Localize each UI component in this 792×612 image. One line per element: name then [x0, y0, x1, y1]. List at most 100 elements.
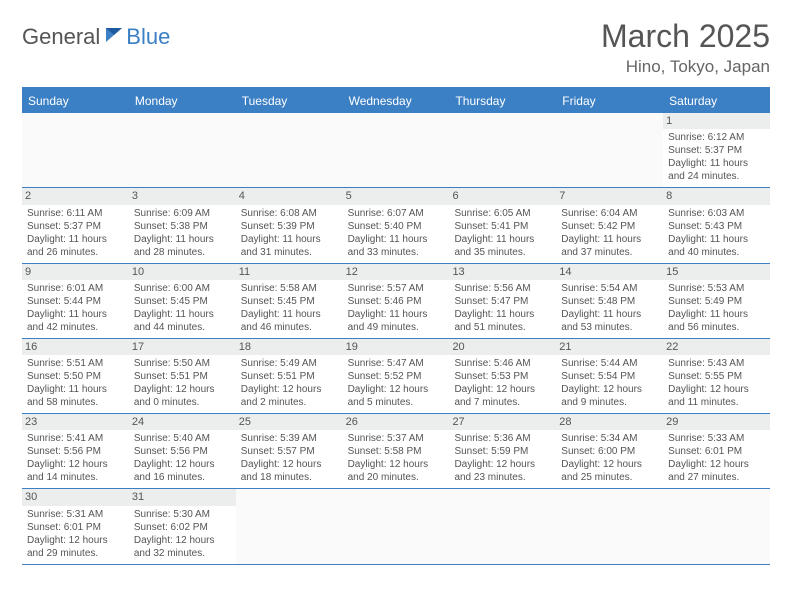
- calendar-row: 30 Sunrise: 5:31 AMSunset: 6:01 PMDayligh…: [22, 489, 770, 564]
- day-info: Sunrise: 5:46 AMSunset: 5:53 PMDaylight:…: [454, 357, 551, 409]
- day-info: Sunrise: 5:39 AMSunset: 5:57 PMDaylight:…: [241, 432, 338, 484]
- calendar-cell: 12Sunrise: 5:57 AMSunset: 5:46 PMDayligh…: [343, 264, 450, 338]
- day-number: 6: [449, 188, 556, 204]
- day-number: 8: [663, 188, 770, 204]
- day-number: 5: [343, 188, 450, 204]
- day-number: 2: [22, 188, 129, 204]
- location-text: Hino, Tokyo, Japan: [601, 57, 770, 77]
- day-number: 24: [129, 414, 236, 430]
- calendar-cell: 20 Sunrise: 5:46 AMSunset: 5:53 PMDayligh…: [449, 339, 556, 413]
- logo-flag-icon: [104, 26, 126, 49]
- day-number: 25: [236, 414, 343, 430]
- calendar-cell: 8 Sunrise: 6:03 AMSunset: 5:43 PMDaylight…: [663, 188, 770, 262]
- day-info: Sunrise: 6:01 AMSunset: 5:44 PMDaylight:…: [27, 282, 124, 334]
- calendar-cell-empty: [129, 113, 236, 187]
- day-number: 17: [129, 339, 236, 355]
- day-info: Sunrise: 5:30 AMSunset: 6:02 PMDaylight:…: [134, 508, 231, 560]
- day-info: Sunrise: 5:50 AMSunset: 5:51 PMDaylight:…: [134, 357, 231, 409]
- day-number: 19: [343, 339, 450, 355]
- calendar-cell: 24 Sunrise: 5:40 AMSunset: 5:56 PMDayligh…: [129, 414, 236, 488]
- logo-text-blue: Blue: [126, 24, 170, 50]
- calendar-cell-empty: [449, 489, 556, 563]
- calendar-cell-empty: [556, 489, 663, 563]
- calendar-cell-empty: [22, 113, 129, 187]
- calendar-cell: 10Sunrise: 6:00 AMSunset: 5:45 PMDayligh…: [129, 264, 236, 338]
- logo-text-general: General: [22, 24, 100, 50]
- calendar-cell: 26Sunrise: 5:37 AMSunset: 5:58 PMDayligh…: [343, 414, 450, 488]
- day-number: 3: [129, 188, 236, 204]
- day-number: 30: [22, 489, 129, 505]
- day-info: Sunrise: 5:44 AMSunset: 5:54 PMDaylight:…: [561, 357, 658, 409]
- day-number: 20: [449, 339, 556, 355]
- calendar-cell: 31Sunrise: 5:30 AMSunset: 6:02 PMDayligh…: [129, 489, 236, 563]
- weekday-header: Saturday: [663, 89, 770, 113]
- day-info: Sunrise: 6:03 AMSunset: 5:43 PMDaylight:…: [668, 207, 765, 259]
- calendar-cell-empty: [236, 489, 343, 563]
- day-number: 12: [343, 264, 450, 280]
- calendar-row: 9 Sunrise: 6:01 AMSunset: 5:44 PMDaylight…: [22, 264, 770, 339]
- day-number: 1: [663, 113, 770, 129]
- calendar-cell: 23Sunrise: 5:41 AMSunset: 5:56 PMDayligh…: [22, 414, 129, 488]
- day-info: Sunrise: 6:11 AMSunset: 5:37 PMDaylight:…: [27, 207, 124, 259]
- calendar-cell: 17 Sunrise: 5:50 AMSunset: 5:51 PMDayligh…: [129, 339, 236, 413]
- page-title: March 2025: [601, 18, 770, 55]
- day-info: Sunrise: 5:34 AMSunset: 6:00 PMDaylight:…: [561, 432, 658, 484]
- day-number: 10: [129, 264, 236, 280]
- calendar-cell-empty: [663, 489, 770, 563]
- day-info: Sunrise: 5:36 AMSunset: 5:59 PMDaylight:…: [454, 432, 551, 484]
- calendar-cell: 28 Sunrise: 5:34 AMSunset: 6:00 PMDayligh…: [556, 414, 663, 488]
- day-info: Sunrise: 5:49 AMSunset: 5:51 PMDaylight:…: [241, 357, 338, 409]
- day-number: 26: [343, 414, 450, 430]
- day-number: 21: [556, 339, 663, 355]
- weekday-header: Friday: [556, 89, 663, 113]
- calendar-cell: 3 Sunrise: 6:09 AMSunset: 5:38 PMDaylight…: [129, 188, 236, 262]
- day-number: 14: [556, 264, 663, 280]
- calendar-cell: 27 Sunrise: 5:36 AMSunset: 5:59 PMDayligh…: [449, 414, 556, 488]
- day-info: Sunrise: 5:31 AMSunset: 6:01 PMDaylight:…: [27, 508, 124, 560]
- calendar-cell: 14Sunrise: 5:54 AMSunset: 5:48 PMDayligh…: [556, 264, 663, 338]
- calendar-cell-empty: [236, 113, 343, 187]
- day-info: Sunrise: 6:05 AMSunset: 5:41 PMDaylight:…: [454, 207, 551, 259]
- day-number: 15: [663, 264, 770, 280]
- calendar-cell: 19 Sunrise: 5:47 AMSunset: 5:52 PMDayligh…: [343, 339, 450, 413]
- calendar-cell: 25 Sunrise: 5:39 AMSunset: 5:57 PMDayligh…: [236, 414, 343, 488]
- calendar-cell: 1Sunrise: 6:12 AMSunset: 5:37 PMDaylight…: [663, 113, 770, 187]
- weekday-header: Thursday: [449, 89, 556, 113]
- calendar-cell: 15 Sunrise: 5:53 AMSunset: 5:49 PMDayligh…: [663, 264, 770, 338]
- day-number: 29: [663, 414, 770, 430]
- day-info: Sunrise: 6:07 AMSunset: 5:40 PMDaylight:…: [348, 207, 445, 259]
- day-info: Sunrise: 6:09 AMSunset: 5:38 PMDaylight:…: [134, 207, 231, 259]
- calendar-cell-empty: [343, 113, 450, 187]
- calendar-cell: 30 Sunrise: 5:31 AMSunset: 6:01 PMDayligh…: [22, 489, 129, 563]
- calendar-cell-empty: [556, 113, 663, 187]
- weekday-header: Tuesday: [236, 89, 343, 113]
- day-number: 18: [236, 339, 343, 355]
- day-info: Sunrise: 5:56 AMSunset: 5:47 PMDaylight:…: [454, 282, 551, 334]
- calendar-cell: 11Sunrise: 5:58 AMSunset: 5:45 PMDayligh…: [236, 264, 343, 338]
- calendar-body: 1Sunrise: 6:12 AMSunset: 5:37 PMDaylight…: [22, 113, 770, 565]
- day-number: 23: [22, 414, 129, 430]
- calendar-cell-empty: [449, 113, 556, 187]
- weekday-header: Wednesday: [343, 89, 450, 113]
- weekday-header: Sunday: [22, 89, 129, 113]
- calendar-cell: 4Sunrise: 6:08 AMSunset: 5:39 PMDaylight…: [236, 188, 343, 262]
- day-number: 16: [22, 339, 129, 355]
- day-info: Sunrise: 5:40 AMSunset: 5:56 PMDaylight:…: [134, 432, 231, 484]
- day-info: Sunrise: 5:58 AMSunset: 5:45 PMDaylight:…: [241, 282, 338, 334]
- day-number: 7: [556, 188, 663, 204]
- calendar-cell: 5 Sunrise: 6:07 AMSunset: 5:40 PMDaylight…: [343, 188, 450, 262]
- day-number: 9: [22, 264, 129, 280]
- calendar-row: 2 Sunrise: 6:11 AMSunset: 5:37 PMDaylight…: [22, 188, 770, 263]
- day-number: 27: [449, 414, 556, 430]
- calendar-cell: 6 Sunrise: 6:05 AMSunset: 5:41 PMDaylight…: [449, 188, 556, 262]
- calendar-cell: 16Sunrise: 5:51 AMSunset: 5:50 PMDayligh…: [22, 339, 129, 413]
- day-number: 13: [449, 264, 556, 280]
- day-info: Sunrise: 6:04 AMSunset: 5:42 PMDaylight:…: [561, 207, 658, 259]
- day-number: 4: [236, 188, 343, 204]
- calendar-cell: 22Sunrise: 5:43 AMSunset: 5:55 PMDayligh…: [663, 339, 770, 413]
- calendar-row: 16Sunrise: 5:51 AMSunset: 5:50 PMDayligh…: [22, 339, 770, 414]
- day-info: Sunrise: 5:53 AMSunset: 5:49 PMDaylight:…: [668, 282, 765, 334]
- day-number: 28: [556, 414, 663, 430]
- calendar-cell: 21 Sunrise: 5:44 AMSunset: 5:54 PMDayligh…: [556, 339, 663, 413]
- day-info: Sunrise: 5:47 AMSunset: 5:52 PMDaylight:…: [348, 357, 445, 409]
